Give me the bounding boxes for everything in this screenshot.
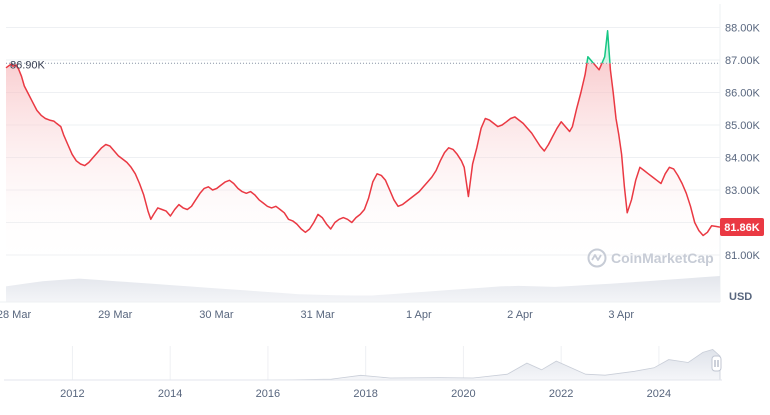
x-tick-label: 30 Mar [199,309,234,321]
x-tick-label: 3 Apr [608,309,634,321]
overview-x-tick-label: 2018 [353,388,377,400]
last-price-label: 81.86K [724,222,760,234]
x-tick-label: 29 Mar [98,309,133,321]
y-tick-label: 83.00K [725,185,761,197]
overview-x-tick-label: 2014 [158,388,182,400]
y-tick-label: 81.00K [725,250,761,262]
x-tick-label: 2 Apr [507,309,533,321]
last-price-badge: 81.86K [720,218,764,237]
y-tick-label: 87.00K [725,55,761,67]
y-tick-label: 88.00K [725,23,761,35]
x-tick-label: 1 Apr [406,309,432,321]
y-tick-label: 86.00K [725,88,761,100]
overview-x-tick-label: 2012 [60,388,84,400]
overview-background [4,346,720,380]
overview-x-axis: 2012 2014 2016 2018 2020 2022 2024 [60,388,671,400]
coinmarketcap-logo-icon [587,248,607,268]
overview-navigator[interactable]: 2012 2014 2016 2018 2020 2022 2024 [4,346,722,400]
reference-price-label: 86.90K [10,59,46,71]
overview-x-tick-label: 2020 [451,388,475,400]
x-axis: 28 Mar 29 Mar 30 Mar 31 Mar 1 Apr 2 Apr 3 Apr [0,309,634,321]
currency-unit-label: USD [729,291,752,303]
x-tick-label: 28 Mar [0,309,31,321]
coinmarketcap-watermark: CoinMarketCap [587,248,714,268]
y-axis: 88.00K87.00K86.00K85.00K84.00K83.00K82.0… [719,4,761,302]
price-line-up [11,30,611,64]
overview-x-tick-label: 2016 [256,388,280,400]
y-tick-label: 85.00K [725,120,761,132]
overview-x-tick-label: 2022 [549,388,573,400]
overview-drag-handle[interactable] [711,355,722,372]
price-line-down [5,63,720,237]
volume-area [6,276,720,302]
watermark-text: CoinMarketCap [611,250,714,266]
price-area-below-reference [6,63,720,268]
x-tick-label: 31 Mar [300,309,335,321]
overview-x-tick-label: 2024 [647,388,671,400]
y-tick-label: 84.00K [725,153,761,165]
